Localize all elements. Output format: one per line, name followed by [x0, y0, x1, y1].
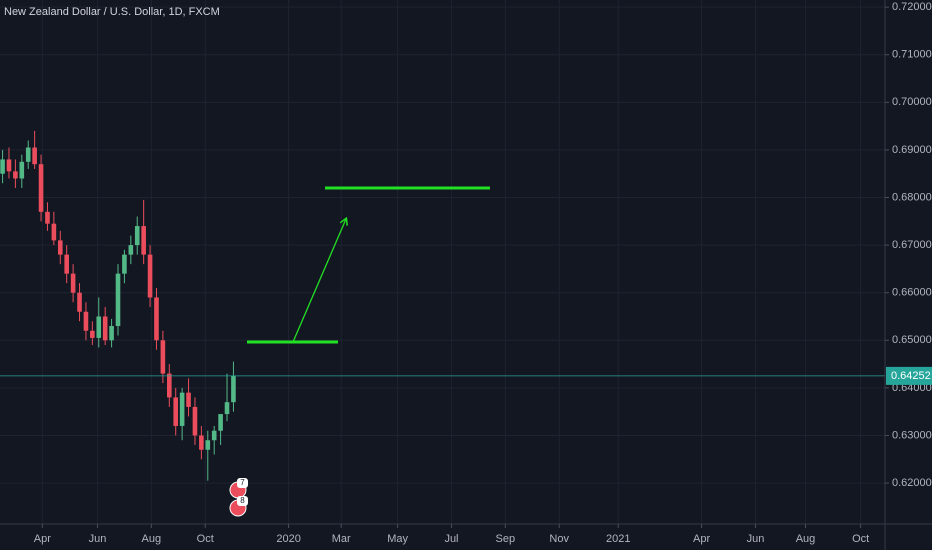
candle-body	[45, 211, 50, 224]
candle-body	[38, 164, 44, 212]
candles	[0, 130, 885, 481]
candle-body	[167, 373, 172, 398]
candle-body	[173, 397, 179, 426]
y-tick-label: 0.63000	[892, 429, 932, 441]
candle-body	[128, 245, 134, 255]
candle-body	[77, 292, 82, 312]
candle-body	[186, 392, 191, 407]
candle-body	[64, 254, 69, 274]
x-tick-label: Apr	[34, 533, 51, 545]
candle-body	[32, 147, 37, 165]
candle-body	[6, 159, 12, 172]
event-label: 7	[240, 478, 245, 487]
candle-body	[218, 414, 223, 431]
x-tick-label: Nov	[549, 533, 569, 545]
candle-body	[83, 311, 89, 331]
chart-title: New Zealand Dollar / U.S. Dollar, 1D, FX…	[4, 6, 220, 18]
last-price-tag	[886, 366, 932, 385]
x-tick-label: Jun	[89, 533, 107, 545]
x-tick-label: Jun	[747, 533, 765, 545]
candle-body	[205, 440, 211, 450]
x-tick-label: Mar	[332, 533, 351, 545]
candle-body	[231, 375, 236, 403]
x-tick-label: 2021	[606, 533, 630, 545]
candle-body	[0, 159, 5, 174]
x-tick-label: Oct	[197, 533, 214, 545]
arrow	[292, 219, 346, 343]
candle-body	[199, 435, 204, 450]
candle-body	[179, 392, 185, 426]
candle-body	[154, 297, 159, 341]
candle-body	[147, 254, 153, 298]
candle-body	[51, 223, 57, 241]
candle-body	[13, 171, 18, 179]
x-tick-label: May	[387, 533, 408, 545]
candle-body	[134, 226, 140, 246]
x-tick-label: 2020	[276, 533, 300, 545]
candle-body	[70, 273, 76, 293]
last-price-label: 0.64252	[891, 370, 931, 382]
axes: 0.620000.630000.640000.650000.660000.670…	[34, 1, 932, 545]
x-tick-label: Sep	[496, 533, 516, 545]
y-tick-label: 0.68000	[892, 191, 932, 203]
y-tick-label: 0.67000	[892, 239, 932, 251]
y-tick-label: 0.66000	[892, 287, 932, 299]
y-tick-label: 0.70000	[892, 96, 932, 108]
y-tick-label: 0.71000	[892, 49, 932, 61]
x-tick-label: Aug	[142, 533, 162, 545]
candle-body	[115, 273, 121, 327]
candle-body	[19, 161, 25, 179]
candle-body	[122, 254, 127, 274]
y-tick-label: 0.65000	[892, 334, 932, 346]
candle-body	[211, 430, 217, 441]
x-tick-label: Jul	[444, 533, 458, 545]
candle-body	[109, 326, 114, 341]
y-tick-label: 0.62000	[892, 477, 932, 489]
x-tick-label: Apr	[693, 533, 710, 545]
candle-body	[90, 330, 95, 338]
event-badge	[237, 478, 248, 488]
x-tick-label: Oct	[852, 533, 869, 545]
event-badge	[237, 496, 248, 506]
candle-body	[141, 226, 146, 255]
candle-body	[102, 316, 108, 341]
event-label: 8	[240, 496, 245, 505]
x-tick-label: Aug	[796, 533, 816, 545]
y-tick-label: 0.72000	[892, 1, 932, 13]
candle-body	[57, 240, 63, 255]
candle-body	[25, 147, 31, 162]
y-tick-label: 0.69000	[892, 144, 932, 156]
candle-body	[224, 402, 230, 415]
candle-body	[96, 316, 102, 338]
candle-body	[192, 406, 198, 436]
events: 78	[229, 478, 248, 517]
candle-body	[160, 340, 166, 374]
